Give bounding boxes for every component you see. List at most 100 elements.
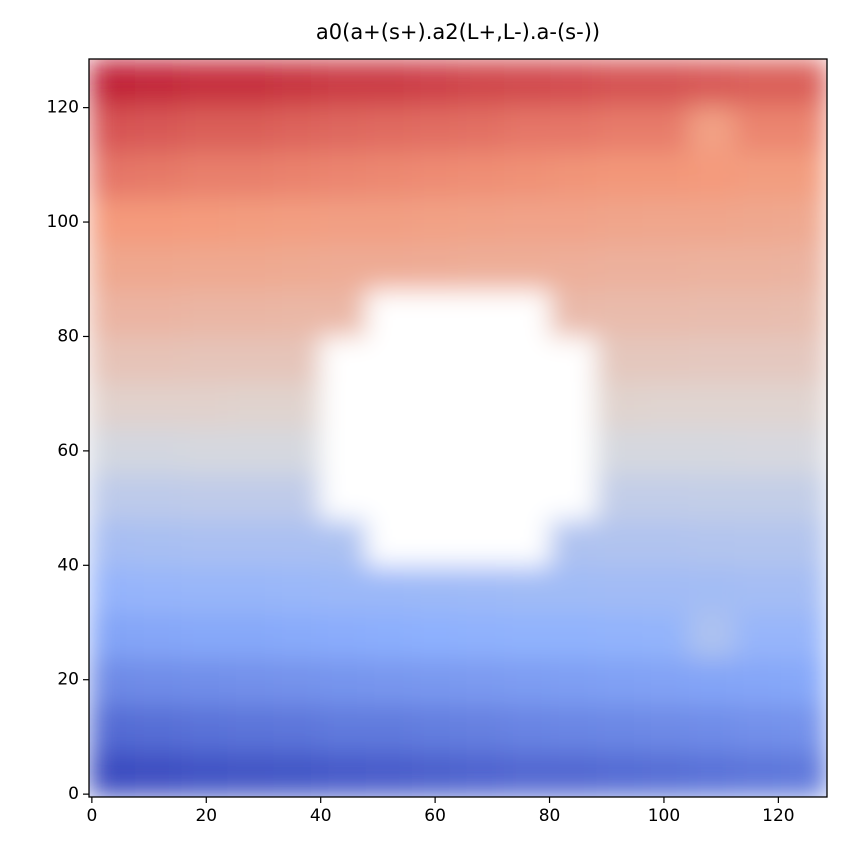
heatmap-cell (458, 197, 505, 244)
heatmap-cell (365, 520, 413, 567)
heatmap-cell (734, 520, 782, 567)
heatmap-cell (319, 474, 367, 521)
heatmap-cell (550, 704, 597, 752)
heatmap-cell (504, 151, 551, 198)
heatmap-cell (181, 474, 228, 521)
heatmap-cell (411, 105, 459, 152)
heatmap-cell (780, 520, 827, 567)
heatmap-cell (89, 612, 136, 660)
heatmap-cell (411, 566, 459, 613)
heatmap-cell (734, 566, 782, 613)
heatmap-cell (365, 59, 413, 106)
heatmap-cell (89, 750, 136, 797)
heatmap-cell (365, 750, 413, 797)
heatmap-cell (596, 243, 643, 291)
heatmap-cell (550, 520, 597, 567)
heatmap-cell (734, 151, 782, 198)
heatmap-cell (227, 243, 274, 291)
heatmap-cell (596, 381, 643, 429)
heatmap-cell (642, 658, 690, 706)
heatmap-cell (504, 612, 551, 660)
heatmap-cell (89, 289, 136, 337)
heatmap-cell (227, 335, 274, 383)
heatmap-cell (550, 428, 597, 475)
heatmap-cell (411, 474, 459, 521)
heatmap-cell (411, 750, 459, 797)
heatmap-cell (596, 750, 643, 797)
heatmap-cell (181, 658, 228, 706)
chart-title: a0(a+(s+).a2(L+,L-).a-(s-)) (316, 20, 600, 44)
y-tick-label: 20 (57, 670, 79, 690)
heatmap-cell (688, 105, 736, 152)
heatmap-cell (89, 59, 136, 106)
heatmap-cell (181, 59, 228, 106)
heatmap-cell (365, 335, 413, 383)
heatmap-cell (89, 474, 136, 521)
heatmap-cell (227, 381, 274, 429)
heatmap-cell (411, 704, 459, 752)
heatmap-cell (458, 381, 505, 429)
heatmap-cell (688, 289, 736, 337)
heatmap-cell (550, 151, 597, 198)
heatmap-cell (688, 151, 736, 198)
heatmap-cell (89, 520, 136, 567)
heatmap-cell (504, 243, 551, 291)
heatmap-cell (596, 428, 643, 475)
heatmap-cell (642, 612, 690, 660)
heatmap-cell (688, 520, 736, 567)
heatmap-cell (181, 704, 228, 752)
heatmap-cell (411, 289, 459, 337)
heatmap-cell (504, 704, 551, 752)
heatmap-cells (89, 59, 827, 797)
heatmap-cell (181, 151, 228, 198)
heatmap-cell (458, 520, 505, 567)
heatmap-cell (550, 566, 597, 613)
heatmap-cell (319, 520, 367, 567)
heatmap-cell (596, 335, 643, 383)
heatmap (89, 59, 827, 797)
heatmap-cell (273, 105, 321, 152)
heatmap-cell (227, 105, 274, 152)
heatmap-cell (780, 243, 827, 291)
heatmap-cell (365, 381, 413, 429)
plot-frame (88, 58, 828, 798)
heatmap-cell (181, 428, 228, 475)
heatmap-cell (642, 105, 690, 152)
x-tick-label: 20 (195, 806, 217, 826)
heatmap-cell (642, 428, 690, 475)
heatmap-cell (596, 151, 643, 198)
heatmap-cell (734, 59, 782, 106)
heatmap-cell (780, 381, 827, 429)
heatmap-cell (734, 335, 782, 383)
heatmap-cell (458, 704, 505, 752)
heatmap-cell (504, 59, 551, 106)
heatmap-cell (319, 612, 367, 660)
heatmap-cell (273, 197, 321, 244)
heatmap-cell (688, 197, 736, 244)
heatmap-cell (780, 197, 827, 244)
heatmap-cell (780, 750, 827, 797)
heatmap-cell (365, 151, 413, 198)
heatmap-cell (780, 105, 827, 152)
heatmap-cell (411, 243, 459, 291)
heatmap-cell (550, 612, 597, 660)
heatmap-cell (411, 381, 459, 429)
heatmap-cell (688, 612, 736, 660)
heatmap-cell (273, 520, 321, 567)
heatmap-cell (458, 750, 505, 797)
heatmap-cell (734, 381, 782, 429)
heatmap-cell (642, 197, 690, 244)
heatmap-cell (319, 335, 367, 383)
x-tick-label: 0 (86, 806, 97, 826)
heatmap-cell (688, 750, 736, 797)
heatmap-cell (89, 658, 136, 706)
heatmap-cell (273, 704, 321, 752)
heatmap-cell (89, 151, 136, 198)
heatmap-cell (319, 381, 367, 429)
heatmap-cell (89, 381, 136, 429)
heatmap-cell (227, 704, 274, 752)
heatmap-cell (734, 474, 782, 521)
heatmap-cell (642, 59, 690, 106)
y-tick-label: 80 (57, 326, 79, 346)
heatmap-cell (780, 474, 827, 521)
